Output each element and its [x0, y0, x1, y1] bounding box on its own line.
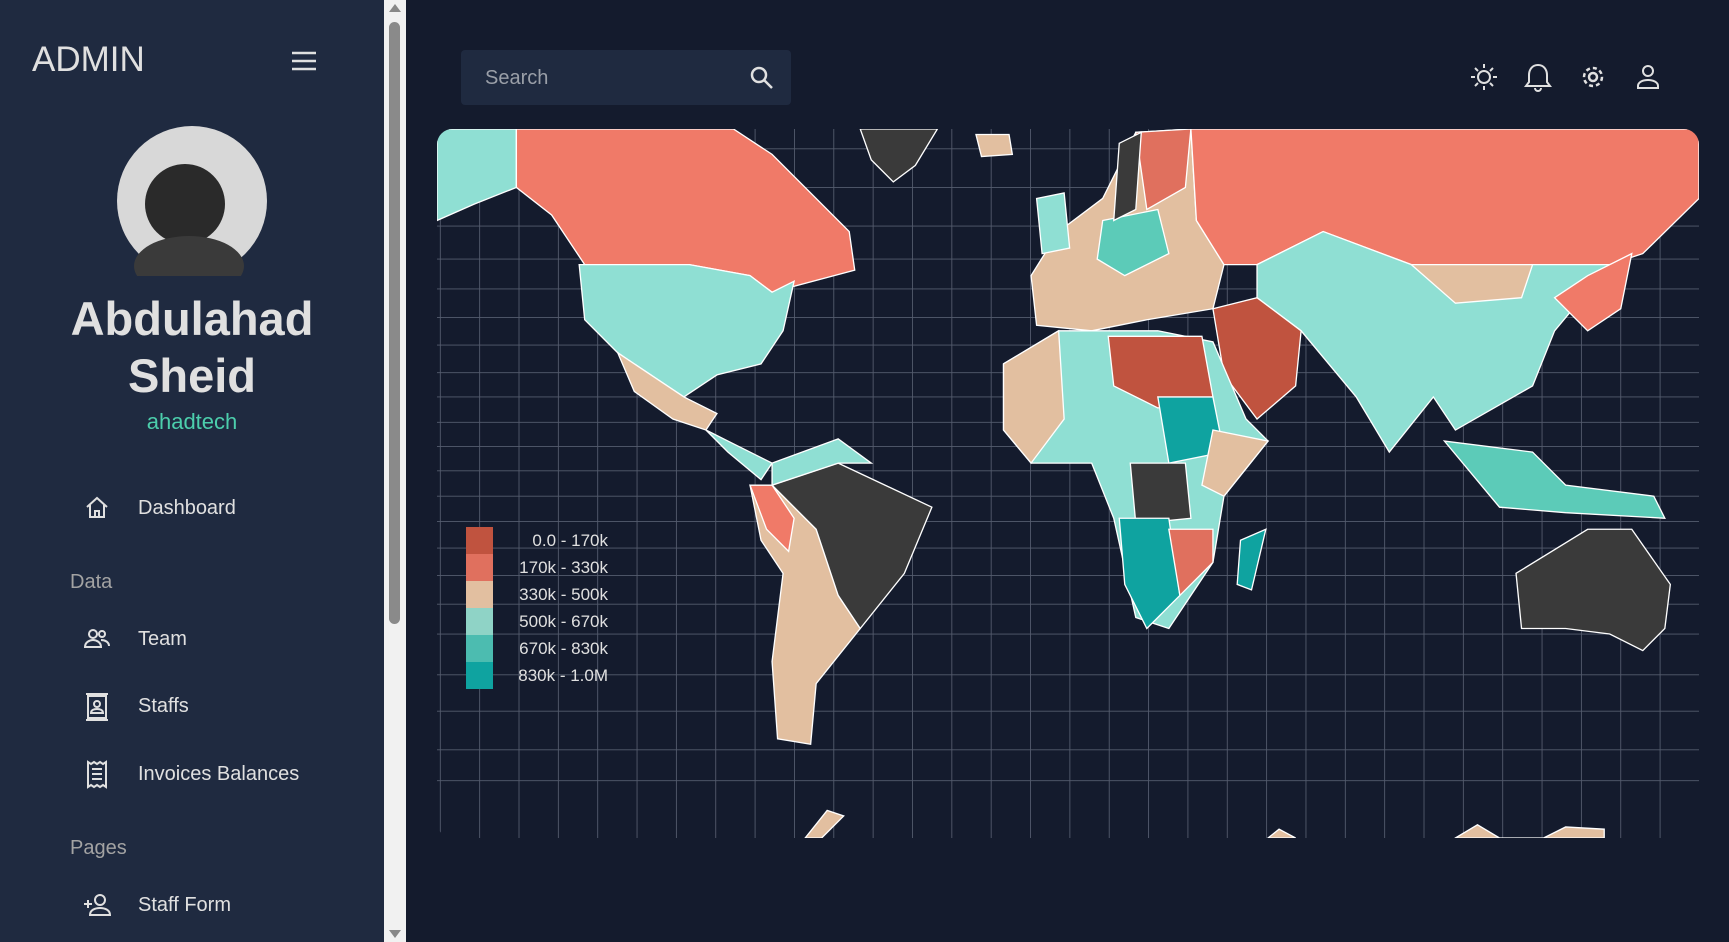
- nav-heading: Pages: [70, 837, 127, 859]
- nav-label: Staffs: [138, 695, 189, 717]
- avatar: [117, 126, 267, 276]
- legend-item: 0.0 - 170k: [466, 527, 608, 554]
- legend-swatch: [466, 554, 493, 581]
- legend-swatch: [466, 581, 493, 608]
- legend-swatch: [466, 527, 493, 554]
- legend-label: 170k - 330k: [519, 558, 608, 577]
- nav-icon: [83, 629, 110, 648]
- nav-label: Invoices Balances: [138, 763, 300, 785]
- top-icons: [1471, 63, 1659, 92]
- notifications[interactable]: [1524, 63, 1552, 92]
- user-name: Abdulahad Sheid: [70, 292, 314, 402]
- nav-heading: Data: [70, 571, 113, 593]
- search-icon[interactable]: [749, 65, 775, 91]
- nav-icon: [87, 760, 107, 789]
- legend-item: 670k - 830k: [466, 635, 608, 662]
- legend-item: 330k - 500k: [466, 581, 608, 608]
- nav-label: Team: [138, 628, 187, 650]
- world-map: [437, 129, 1699, 838]
- legend-label: 0.0 - 170k: [532, 531, 608, 550]
- legend-label: 670k - 830k: [519, 639, 608, 658]
- scroll-down[interactable]: [387, 928, 403, 940]
- legend-item: 170k - 330k: [466, 554, 608, 581]
- theme-toggle[interactable]: [1471, 64, 1497, 90]
- nav-icon: [84, 894, 112, 916]
- scroll-up[interactable]: [387, 2, 403, 14]
- legend-label: 830k - 1.0M: [518, 666, 608, 685]
- legend-label: 500k - 670k: [519, 612, 608, 631]
- legend-swatch: [466, 662, 493, 689]
- legend-swatch: [466, 608, 493, 635]
- search-box[interactable]: Search: [461, 50, 791, 105]
- countries: [437, 129, 1699, 838]
- legend-item: 830k - 1.0M: [466, 662, 608, 689]
- settings[interactable]: [1582, 66, 1604, 88]
- user-role: ahadtech: [146, 409, 238, 434]
- brand: ADMIN: [32, 40, 145, 79]
- nav-label: Dashboard: [138, 497, 236, 519]
- nav-icon: [86, 496, 108, 518]
- legend-item: 500k - 670k: [466, 608, 608, 635]
- profile[interactable]: [1637, 65, 1659, 89]
- legend-label: 330k - 500k: [519, 585, 608, 604]
- scrollbar: [384, 0, 406, 942]
- menu-button[interactable]: [290, 50, 318, 72]
- legend-swatch: [466, 635, 493, 662]
- nav-label: Staff Form: [138, 894, 231, 916]
- sidebar: ADMIN Abdulahad Sheid ahadtech Dashboard…: [0, 0, 384, 942]
- search-placeholder: Search: [485, 67, 549, 89]
- scroll-thumb[interactable]: [389, 22, 400, 624]
- nav-icon: [86, 693, 108, 721]
